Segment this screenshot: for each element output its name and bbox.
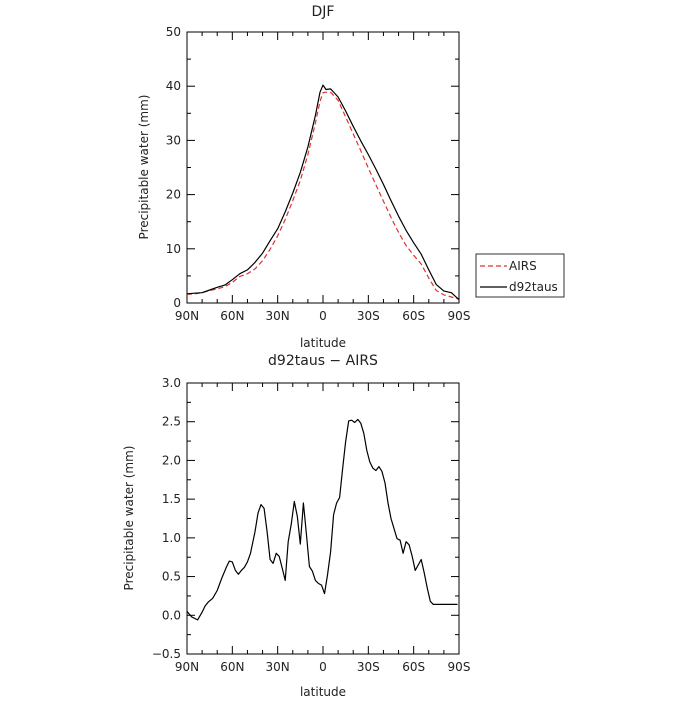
x-tick-label: 90S	[448, 660, 471, 674]
x-axis-label: latitude	[300, 336, 346, 350]
series-group	[186, 418, 458, 621]
chart-title: d92taus − AIRS	[268, 353, 378, 369]
y-tick-label: −0.5	[152, 647, 181, 661]
y-tick-label: 0	[173, 296, 181, 310]
y-tick-label: 30	[166, 133, 181, 147]
x-tick-label: 60S	[402, 660, 425, 674]
legend-label-airs: AIRS	[509, 259, 537, 273]
x-tick-label: 90N	[175, 309, 199, 323]
plot-frame	[186, 31, 460, 304]
x-tick-label: 30S	[357, 660, 380, 674]
x-tick-label: 30N	[266, 309, 290, 323]
y-axis-label: Precipitable water (mm)	[137, 95, 151, 240]
x-tick-label: 0	[319, 309, 327, 323]
legend: AIRS d92taus	[475, 253, 565, 298]
x-axis-label: latitude	[300, 685, 346, 699]
tick-labels: 90N 60N 30N 0 30S 60S 90S −0.5 0.0 0.5 1.0 1.5 2.0 2.…	[152, 376, 471, 674]
tick-marks	[186, 382, 460, 655]
x-tick-label: 90S	[448, 309, 471, 323]
x-tick-label: 30N	[266, 660, 290, 674]
panel-bottom: d92taus − AIRS 90N 60N 30N 0 30S 60S 90S −0.5 0.…	[122, 353, 470, 699]
x-tick-label: 90N	[175, 660, 199, 674]
y-tick-label: 10	[166, 242, 181, 256]
y-tick-label: 0.5	[162, 570, 181, 584]
series-line-airs	[186, 91, 460, 300]
series-line-difference	[186, 418, 458, 621]
y-tick-label: 0.0	[162, 608, 181, 622]
tick-labels: 90N 60N 30N 0 30S 60S 90S 0 10 20 30 40 50	[166, 25, 471, 323]
y-axis-label: Precipitable water (mm)	[122, 446, 136, 591]
y-tick-label: 1.5	[162, 492, 181, 506]
legend-box	[475, 253, 565, 298]
y-tick-label: 20	[166, 188, 181, 202]
series-group	[186, 84, 460, 301]
panel-top: DJF 90N 60N 30N 0 30S 60S 90S 0 10 20 30 40 50 latit…	[137, 4, 565, 350]
legend-label-d92taus: d92taus	[509, 280, 558, 294]
y-tick-label: 2.5	[162, 415, 181, 429]
x-tick-label: 60N	[220, 660, 244, 674]
chart-title: DJF	[312, 4, 335, 20]
x-tick-label: 60N	[220, 309, 244, 323]
y-tick-label: 1.0	[162, 531, 181, 545]
x-tick-label: 60S	[402, 309, 425, 323]
tick-marks	[186, 31, 460, 304]
y-tick-label: 40	[166, 79, 181, 93]
y-tick-label: 2.0	[162, 453, 181, 467]
y-tick-label: 50	[166, 25, 181, 39]
x-tick-label: 0	[319, 660, 327, 674]
x-tick-label: 30S	[357, 309, 380, 323]
plot-frame	[186, 382, 460, 655]
y-tick-label: 3.0	[162, 376, 181, 390]
series-line-d92taus	[186, 84, 460, 301]
